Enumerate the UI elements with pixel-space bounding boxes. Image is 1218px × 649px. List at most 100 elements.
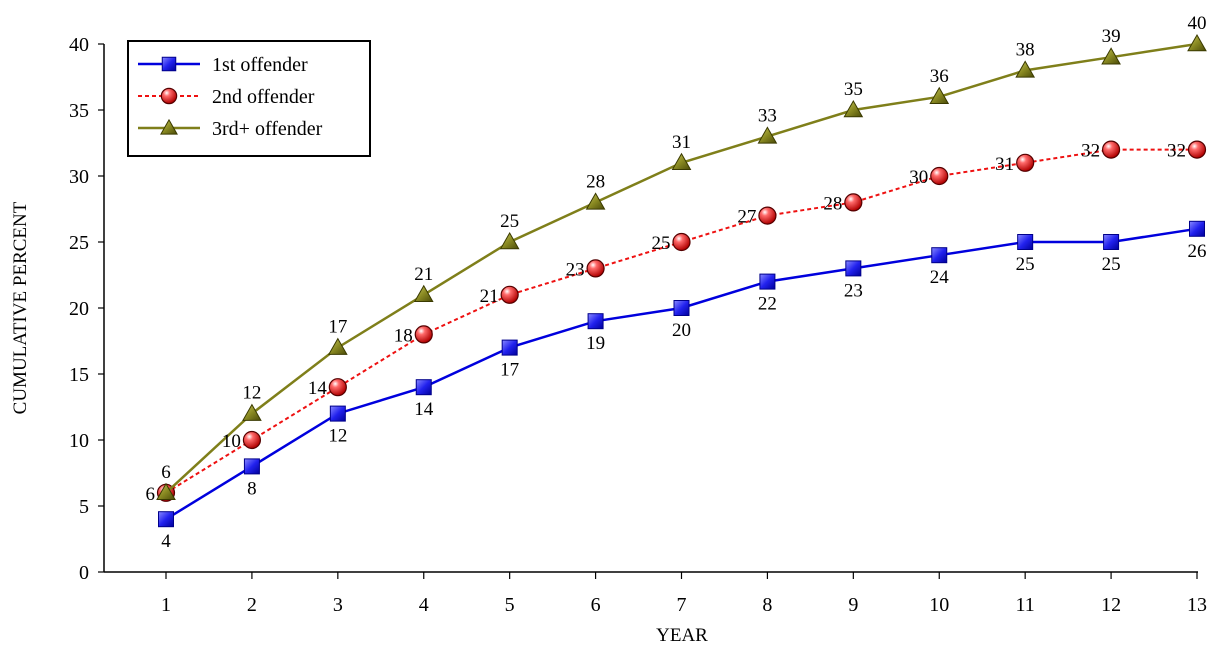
data-point <box>499 231 520 250</box>
x-tick-label: 13 <box>1187 594 1207 616</box>
data-point <box>929 86 950 105</box>
data-point <box>329 405 346 422</box>
data-label: 14 <box>414 399 434 420</box>
data-point <box>844 193 863 212</box>
data-point <box>413 284 434 303</box>
data-label: 35 <box>844 79 863 100</box>
legend: 1st offender 2nd offender 3rd+ offender <box>127 40 371 157</box>
data-point <box>587 313 604 330</box>
data-point <box>500 285 519 304</box>
data-point <box>673 300 690 316</box>
data-label: 21 <box>480 286 499 307</box>
y-ticks: 0 5 10 15 20 25 30 35 40 <box>69 34 104 584</box>
legend-item: 2nd offender <box>138 86 315 108</box>
data-point <box>672 232 691 252</box>
data-point <box>758 206 777 225</box>
data-point <box>1187 33 1207 52</box>
data-label: 30 <box>909 167 928 188</box>
data-label: 36 <box>930 66 949 87</box>
data-labels: 4 8 12 14 17 19 20 22 23 24 25 25 26 6 10 14 18 21 23 25 27 2… <box>146 13 1207 552</box>
x-tick-label: 2 <box>247 594 257 616</box>
data-label: 10 <box>222 431 241 452</box>
data-point <box>1187 140 1207 159</box>
data-point <box>585 192 606 210</box>
data-label: 22 <box>758 294 777 315</box>
x-ticks: 1 2 3 4 5 6 7 8 9 10 11 12 13 <box>161 572 1207 616</box>
legend-item: 1st offender <box>138 54 308 76</box>
data-label: 17 <box>500 360 519 381</box>
data-label: 33 <box>758 105 777 126</box>
data-label: 8 <box>247 478 257 499</box>
data-label: 25 <box>1016 254 1035 275</box>
data-point <box>931 247 948 264</box>
series-line <box>165 227 1198 521</box>
data-point <box>414 325 433 344</box>
data-label: 32 <box>1167 141 1186 162</box>
y-tick-label: 5 <box>79 496 89 518</box>
legend-label: 1st offender <box>212 54 308 76</box>
data-label: 28 <box>586 171 605 192</box>
data-point <box>1101 140 1121 159</box>
x-tick-label: 4 <box>419 594 429 616</box>
data-point <box>156 482 176 501</box>
data-label: 38 <box>1016 39 1035 60</box>
data-point <box>1015 60 1036 78</box>
y-tick-label: 10 <box>69 430 89 452</box>
data-point <box>930 166 949 186</box>
y-tick-label: 25 <box>69 232 89 254</box>
series-3 <box>156 33 1207 501</box>
data-point <box>242 430 262 450</box>
legend-marker <box>160 118 178 135</box>
x-tick-label: 8 <box>762 594 772 616</box>
data-point <box>243 458 260 475</box>
data-label: 27 <box>737 207 756 228</box>
y-axis-title: CUMULATIVE PERCENT <box>10 201 31 414</box>
data-label: 12 <box>242 383 261 404</box>
data-label: 23 <box>844 280 863 301</box>
x-tick-label: 12 <box>1101 594 1121 616</box>
x-tick-label: 6 <box>591 594 601 616</box>
x-tick-label: 11 <box>1016 594 1035 616</box>
data-label: 17 <box>328 317 347 338</box>
x-tick-label: 9 <box>848 594 858 616</box>
data-label: 14 <box>308 378 328 399</box>
x-tick-label: 10 <box>929 594 949 616</box>
legend-marker <box>161 56 177 72</box>
data-label: 20 <box>672 320 691 341</box>
data-point <box>759 273 776 290</box>
y-tick-label: 0 <box>79 562 89 584</box>
data-point <box>415 379 432 396</box>
data-label: 24 <box>930 267 950 288</box>
data-label: 39 <box>1102 26 1121 47</box>
data-label: 25 <box>652 233 671 254</box>
data-label: 4 <box>161 531 171 552</box>
series-1 <box>158 220 1205 528</box>
series-layer <box>156 33 1207 528</box>
data-point <box>1016 153 1035 172</box>
data-label: 19 <box>586 333 605 354</box>
data-label: 21 <box>414 264 433 285</box>
data-point <box>586 259 605 278</box>
data-label: 6 <box>161 462 171 483</box>
x-tick-label: 5 <box>505 594 515 616</box>
legend-label: 2nd offender <box>212 86 315 108</box>
data-point <box>1103 234 1120 250</box>
y-tick-label: 40 <box>69 34 89 56</box>
data-point <box>671 152 692 171</box>
x-tick-label: 7 <box>677 594 687 616</box>
data-point <box>1017 234 1034 250</box>
legend-marker <box>160 87 178 105</box>
data-label: 31 <box>672 132 691 153</box>
data-label: 25 <box>1102 254 1121 275</box>
data-label: 32 <box>1081 141 1100 162</box>
data-label: 25 <box>500 211 519 232</box>
y-tick-label: 20 <box>69 298 89 320</box>
legend-item: 3rd+ offender <box>138 118 323 140</box>
data-point <box>327 337 348 355</box>
data-label: 40 <box>1188 13 1207 34</box>
data-point <box>1189 220 1205 237</box>
x-axis-title: YEAR <box>656 625 708 646</box>
y-tick-label: 30 <box>69 166 89 188</box>
